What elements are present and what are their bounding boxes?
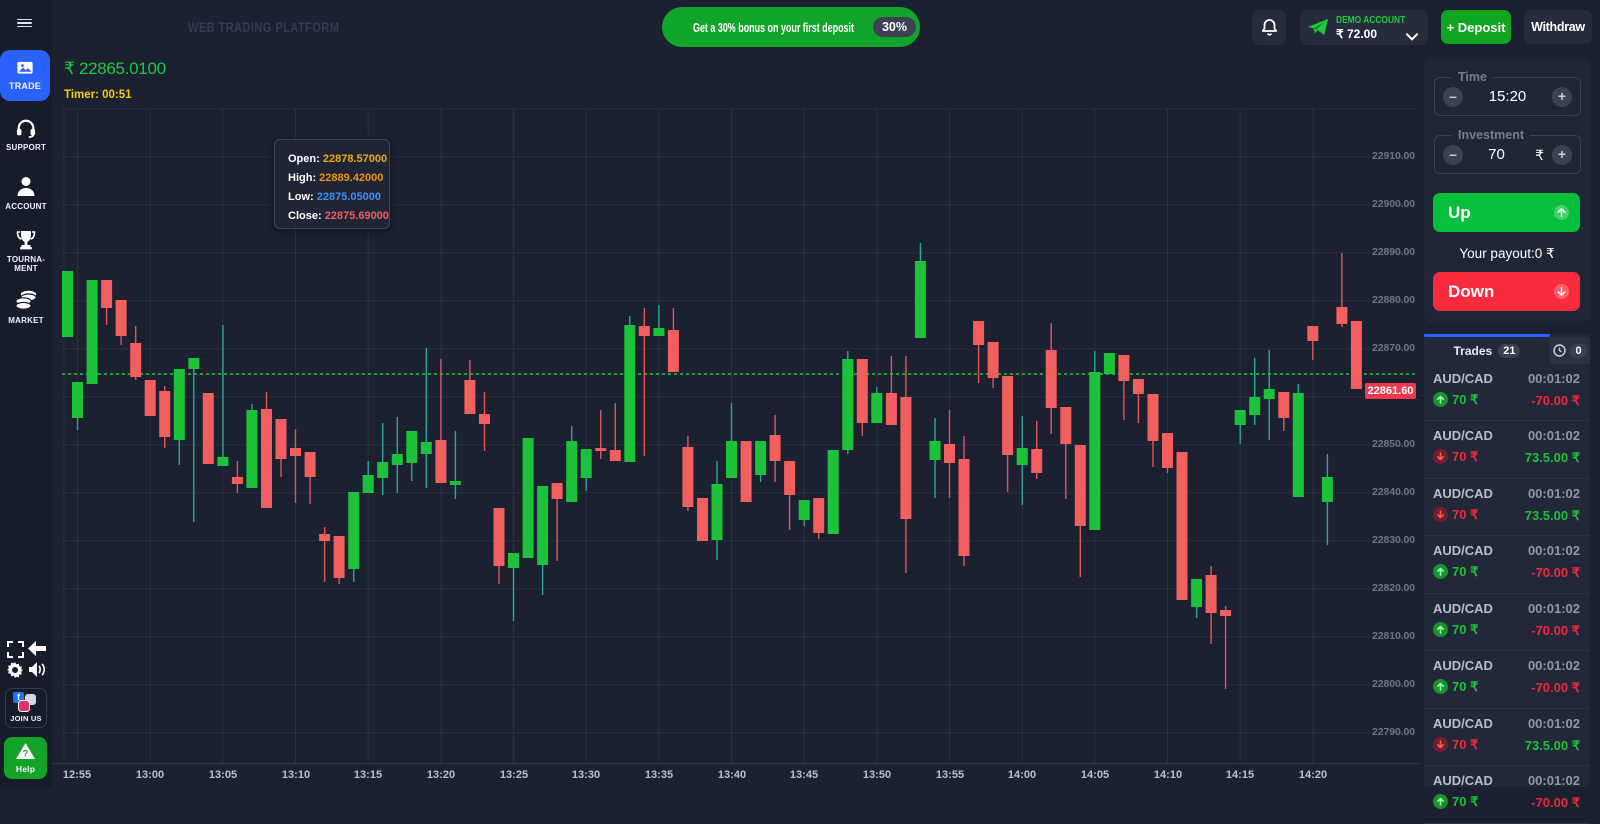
svg-text:?: ? [23, 748, 29, 758]
